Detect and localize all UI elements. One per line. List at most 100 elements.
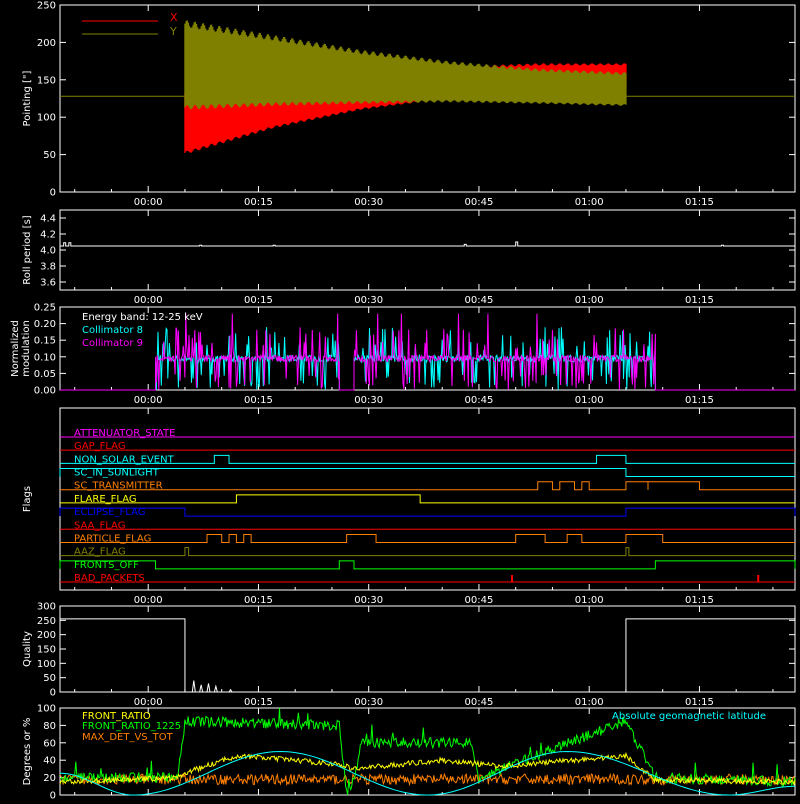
ratios-ylabel: Degrees or % [22, 718, 33, 786]
modulation-ytick-label: 0.25 [34, 303, 56, 314]
pointing-xtick-label: 00:15 [244, 197, 273, 208]
flags-ylabel: Flags [22, 486, 33, 512]
modulation-ytick-label: 0.15 [34, 336, 56, 347]
flags-xtick-label: 00:45 [465, 595, 494, 606]
pointing-ytick-label: 250 [37, 1, 56, 12]
quality-ylabel: Quality [22, 631, 33, 667]
roll-ylabel: Roll period [s] [22, 215, 33, 284]
modulation-xtick-label: 00:30 [354, 395, 383, 406]
flag-non-solar-event: NON_SOLAR_EVENT [60, 454, 795, 465]
quality-xtick-label: 00:00 [134, 697, 163, 708]
roll-xtick-label: 01:15 [685, 295, 714, 306]
quality-line [60, 618, 795, 693]
flag-sc-in-sunlight: SC_IN_SUNLIGHT [59, 468, 795, 479]
absolute-geomagnetic-latitude-series [59, 750, 796, 796]
flag-sc-transmitter: SC_TRANSMITTER [60, 481, 795, 492]
flag-label: ATTENUATOR_STATE [74, 428, 175, 439]
flag-label: FLARE_FLAG [74, 494, 137, 505]
legend-collimator-8: Collimator 8 [82, 325, 143, 336]
flag-label: NON_SOLAR_EVENT [74, 454, 175, 465]
roll-xtick-label: 00:30 [354, 295, 383, 306]
pointing-ylabel: Pointing ["] [22, 70, 33, 126]
flags-frame [59, 407, 796, 591]
ratios-ytick-label: 60 [43, 738, 56, 749]
flag-gap-flag: GAP_FLAG [60, 441, 795, 452]
flag-fronts-off: FRONTS_OFF [59, 560, 796, 571]
modulation-ylabel-line2: modulation [21, 320, 32, 377]
roll-ytick-label: 4.2 [40, 230, 56, 241]
modulation-xtick-label: 01:00 [575, 395, 604, 406]
legend-y-label: Y [169, 25, 177, 38]
pointing-xtick-label: 00:45 [465, 197, 494, 208]
front-ratio-series [59, 751, 796, 787]
quality-ytick-label: 250 [37, 616, 56, 627]
modulation-ytick-label: 0.00 [34, 386, 56, 397]
pointing-frame [59, 4, 796, 193]
pointing-ytick-label: 50 [43, 150, 56, 161]
ratios-ytick-label: 0 [50, 791, 56, 801]
pointing-xtick-label: 00:00 [134, 197, 163, 208]
flag-aaz-flag: AAZ_FLAG [60, 547, 795, 558]
pointing-xtick-label: 01:00 [575, 197, 604, 208]
legend-front-ratio: FRONT_RATIO [82, 711, 151, 722]
flag-line [59, 468, 795, 478]
ratios-ytick-label: 40 [43, 756, 56, 767]
flag-label: FRONTS_OFF [74, 560, 139, 571]
flags-panel: 00:00 00:15 00:30 00:45 01:00 01:15 Flags ATTEN… [22, 407, 796, 606]
quality-panel: 00:00 00:15 00:30 00:45 01:00 01:15 0 50 100 150 2… [22, 602, 796, 708]
flag-line [60, 481, 795, 491]
flags-xtick-label: 01:15 [685, 595, 714, 606]
roll-xtick-label: 01:00 [575, 295, 604, 306]
flag-saa-flag: SAA_FLAG [60, 520, 795, 531]
quality-ytick-label: 150 [37, 645, 56, 656]
modulation-xtick-label: 00:00 [134, 395, 163, 406]
flag-label: BAD_PACKETS [74, 573, 145, 584]
flag-line [59, 507, 796, 517]
roll-xtick-label: 00:45 [465, 295, 494, 306]
legend-geomagnetic-latitude: Absolute geomagnetic latitude [612, 711, 766, 722]
modulation-ylabel-line1: Normalized [10, 320, 21, 377]
flag-line [60, 494, 795, 504]
ratios-ytick-label: 100 [37, 704, 56, 715]
roll-ytick-label: 4.4 [40, 214, 56, 225]
modulation-xtick-label: 00:15 [244, 395, 273, 406]
pointing-legend: XY [82, 11, 178, 38]
quality-ytick-label: 100 [37, 659, 56, 670]
legend-front-ratio-1225: FRONT_RATIO_1225 [82, 721, 181, 732]
flag-particle-flag: PARTICLE_FLAG [60, 533, 795, 544]
ratios-ytick-label: 80 [43, 721, 56, 732]
flags-xtick-label: 00:30 [354, 595, 383, 606]
max-det-vs-tot-series [59, 772, 796, 787]
modulation-annotation: Energy band: 12-25 keV [82, 312, 203, 323]
roll-panel: 00:00 00:15 00:30 00:45 01:00 01:15 3.6 3.8 4.0 4… [22, 209, 796, 306]
flag-label: SAA_FLAG [74, 520, 125, 531]
modulation-xtick-label: 00:45 [465, 395, 494, 406]
legend-max-det-vs-tot: MAX_DET_VS_TOT [82, 732, 174, 743]
flag-label: ECLIPSE_FLAG [74, 507, 145, 518]
quality-xtick-label: 00:30 [354, 697, 383, 708]
flag-attenuator-state: ATTENUATOR_STATE [60, 428, 795, 439]
flag-bad-packets: BAD_PACKETS [60, 573, 795, 584]
flag-line [59, 560, 796, 570]
modulation-ytick-label: 0.20 [34, 319, 56, 330]
roll-xtick-label: 00:00 [134, 295, 163, 306]
modulation-ytick-label: 0.10 [34, 352, 56, 363]
modulation-ytick-label: 0.05 [34, 369, 56, 380]
roll-ytick-label: 4.0 [40, 246, 56, 257]
legend-collimator-9: Collimator 9 [82, 338, 143, 349]
quality-ytick-label: 200 [37, 630, 56, 641]
modulation-xtick-label: 01:15 [685, 395, 714, 406]
pointing-y-series [184, 20, 627, 110]
modulation-ylabel: Normalizedmodulation [10, 320, 32, 377]
pointing-xtick-label: 01:15 [685, 197, 714, 208]
flag-line [60, 547, 795, 557]
pointing-panel: 00:00 00:15 00:30 00:45 01:00 01:15 0 50 100 150 2… [22, 1, 796, 208]
flag-eclipse-flag: ECLIPSE_FLAG [59, 507, 796, 518]
quality-ytick-label: 0 [50, 688, 56, 699]
pointing-ytick-label: 150 [37, 75, 56, 86]
flags-xtick-label: 01:00 [575, 595, 604, 606]
flag-label: AAZ_FLAG [74, 547, 126, 558]
flags-xtick-label: 00:00 [134, 595, 163, 606]
